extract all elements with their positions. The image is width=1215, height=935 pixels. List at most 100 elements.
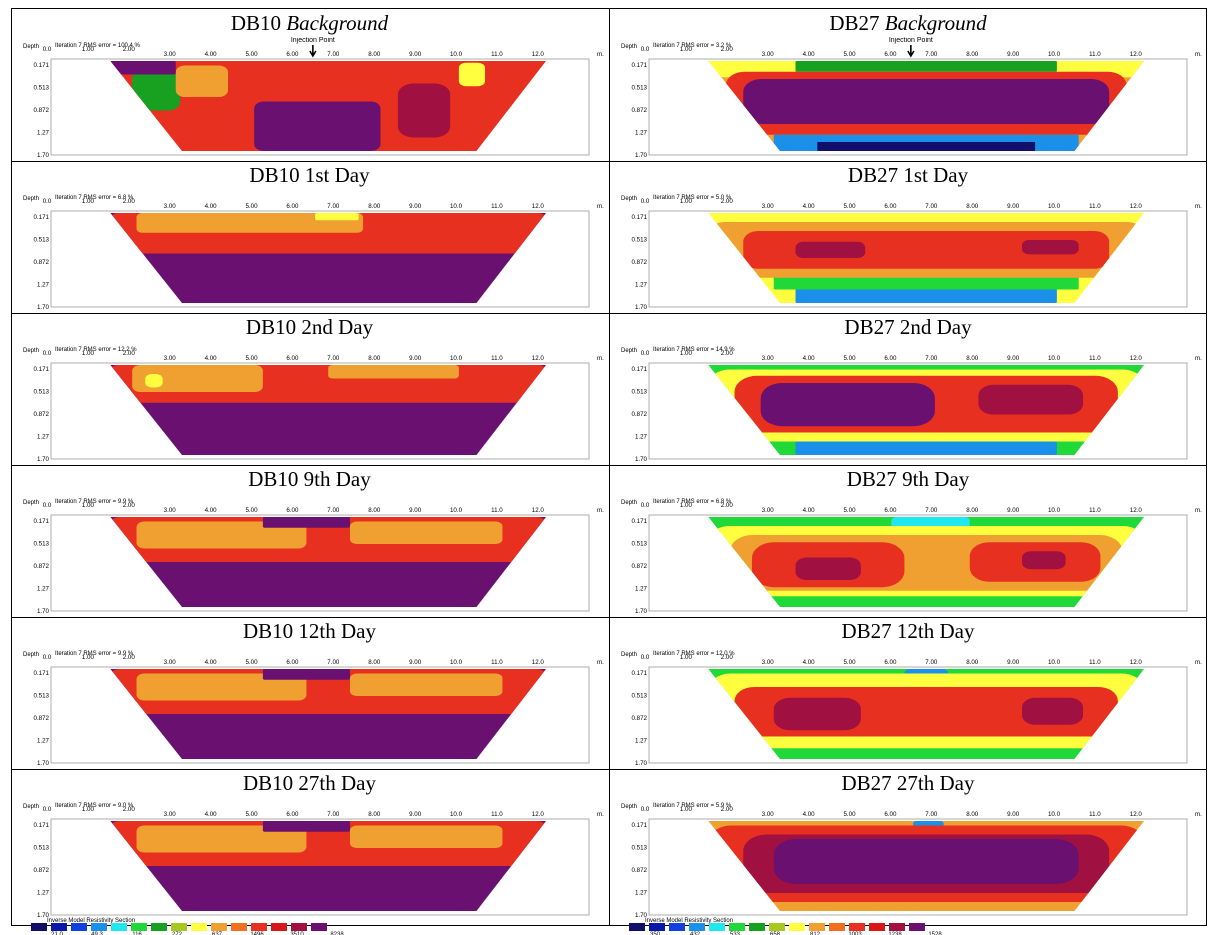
legend-swatch bbox=[171, 923, 187, 931]
legend-title: Inverse Model Resistivity Section bbox=[645, 918, 733, 924]
x-tick-label: 0.0 bbox=[641, 654, 650, 661]
legend-swatch bbox=[749, 923, 765, 931]
caption-site: DB27 bbox=[847, 163, 904, 187]
x-tick-label: 4.00 bbox=[803, 811, 816, 818]
x-tick-label: 1.00 bbox=[680, 350, 693, 357]
x-tick-label: 3.00 bbox=[164, 203, 177, 210]
depth-label: Depth bbox=[621, 44, 637, 50]
x-tick-label: 7.00 bbox=[925, 355, 938, 362]
depth-tick-label: 1.27 bbox=[635, 434, 648, 441]
x-tick-label: 2.00 bbox=[123, 198, 136, 205]
resistivity-contours bbox=[708, 517, 1145, 607]
x-tick-label: 7.00 bbox=[327, 355, 340, 362]
plot-frame bbox=[648, 514, 1188, 612]
depth-tick-label: 0.513 bbox=[632, 541, 648, 548]
legend-swatch bbox=[869, 923, 885, 931]
legend-swatch bbox=[909, 923, 925, 931]
resistivity-contours bbox=[110, 517, 547, 607]
panel-caption: DB10 2nd Day bbox=[11, 313, 608, 341]
x-tick-label: 10.0 bbox=[450, 51, 463, 58]
depth-tick-label: 1.70 bbox=[635, 152, 648, 159]
x-tick-label: 8.00 bbox=[368, 355, 381, 362]
depth-tick-label: 0.171 bbox=[34, 62, 50, 69]
x-tick-label: 11.0 bbox=[1089, 51, 1101, 58]
legend-swatch bbox=[649, 923, 665, 931]
x-tick-label: 3.00 bbox=[762, 811, 775, 818]
x-tick-label: 8.00 bbox=[966, 203, 979, 210]
plot-frame bbox=[648, 58, 1188, 156]
plot-frame bbox=[648, 666, 1188, 764]
x-tick-label: 6.00 bbox=[884, 203, 897, 210]
x-tick-label: 11.0 bbox=[1089, 203, 1101, 210]
x-tick-label: 4.00 bbox=[205, 203, 218, 210]
legend-swatch bbox=[729, 923, 745, 931]
x-tick-label: 6.00 bbox=[884, 659, 897, 666]
x-unit-label: m. bbox=[1195, 203, 1202, 210]
x-tick-label: 11.0 bbox=[1089, 507, 1101, 514]
x-tick-label: 8.00 bbox=[368, 811, 381, 818]
x-tick-label: 5.00 bbox=[245, 811, 258, 818]
x-tick-label: 12.0 bbox=[532, 51, 545, 58]
x-tick-label: 9.00 bbox=[409, 355, 422, 362]
x-tick-label: 1.00 bbox=[82, 806, 95, 813]
x-tick-label: 7.00 bbox=[327, 507, 340, 514]
x-tick-label: 1.00 bbox=[82, 198, 95, 205]
injection-arrow-icon bbox=[907, 45, 915, 58]
x-tick-label: 9.00 bbox=[1007, 659, 1020, 666]
panel-caption: DB27 27th Day bbox=[609, 769, 1207, 797]
depth-label: Depth bbox=[621, 196, 637, 202]
resistivity-section: Depth Iteration 7 RMS error = 6.8 % 0.0 1.0… bbox=[609, 493, 1207, 617]
x-tick-label: 4.00 bbox=[205, 355, 218, 362]
resistivity-contours bbox=[110, 365, 547, 455]
x-tick-label: 3.00 bbox=[762, 355, 775, 362]
legend-swatch bbox=[291, 923, 307, 931]
x-tick-label: 10.0 bbox=[450, 811, 463, 818]
x-tick-label: 1.00 bbox=[82, 502, 95, 509]
rms-error-text: Iteration 7 RMS error = 14.9 % bbox=[653, 347, 735, 353]
injection-point-label: Injection Point bbox=[291, 37, 335, 44]
legend-swatch bbox=[709, 923, 725, 931]
x-tick-label: 7.00 bbox=[925, 203, 938, 210]
legend-swatch bbox=[311, 923, 327, 931]
panel-caption: DB10 27th Day bbox=[11, 769, 608, 797]
legend-swatch bbox=[689, 923, 705, 931]
depth-tick-label: 1.70 bbox=[635, 912, 648, 919]
x-tick-label: 4.00 bbox=[205, 507, 218, 514]
depth-tick-label: 0.872 bbox=[632, 715, 648, 722]
x-tick-label: 6.00 bbox=[286, 355, 299, 362]
caption-site: DB27 bbox=[829, 11, 885, 35]
depth-tick-label: 0.171 bbox=[632, 822, 648, 829]
x-tick-label: 5.00 bbox=[843, 811, 856, 818]
panel-db10-2nd-day: DB10 2nd Day Depth Iteration 7 RMS error =… bbox=[11, 313, 608, 465]
depth-tick-label: 1.70 bbox=[37, 912, 50, 919]
x-tick-label: 1.00 bbox=[680, 806, 693, 813]
section-plot: Depth Iteration 7 RMS error = 6.8 %0.0 1.0… bbox=[621, 499, 1202, 615]
x-tick-label: 3.00 bbox=[762, 659, 775, 666]
x-tick-label: 12.0 bbox=[532, 507, 545, 514]
section-plot: Depth Iteration 7 RMS error = 12.2 %0.0 1.… bbox=[23, 347, 604, 463]
x-tick-label: 11.0 bbox=[1089, 811, 1101, 818]
x-tick-label: 11.0 bbox=[491, 507, 503, 514]
resistivity-contours bbox=[110, 61, 547, 151]
x-tick-label: 3.00 bbox=[164, 659, 177, 666]
depth-tick-label: 1.27 bbox=[37, 890, 50, 897]
x-tick-label: 5.00 bbox=[843, 51, 856, 58]
x-tick-label: 0.0 bbox=[43, 502, 52, 509]
x-tick-label: 8.00 bbox=[966, 355, 979, 362]
panel-db10-27th-day: DB10 27th Day Depth Iteration 7 RMS error … bbox=[11, 769, 608, 935]
depth-tick-label: 1.70 bbox=[37, 608, 50, 615]
x-tick-label: 5.00 bbox=[245, 203, 258, 210]
x-tick-label: 6.00 bbox=[884, 811, 897, 818]
depth-tick-label: 1.70 bbox=[37, 152, 50, 159]
x-tick-label: 4.00 bbox=[205, 51, 218, 58]
rms-error-text: Iteration 7 RMS error = 9.9 % bbox=[55, 499, 134, 505]
x-tick-label: 8.00 bbox=[368, 51, 381, 58]
depth-tick-label: 0.513 bbox=[34, 541, 50, 548]
resistivity-contours bbox=[708, 61, 1145, 151]
x-unit-label: m. bbox=[597, 811, 604, 818]
depth-tick-label: 0.171 bbox=[34, 670, 50, 677]
depth-tick-label: 1.70 bbox=[37, 760, 50, 767]
rms-error-text: Iteration 7 RMS error = 6.8 % bbox=[55, 195, 134, 201]
x-tick-label: 0.0 bbox=[43, 46, 52, 53]
x-tick-label: 12.0 bbox=[1130, 51, 1143, 58]
